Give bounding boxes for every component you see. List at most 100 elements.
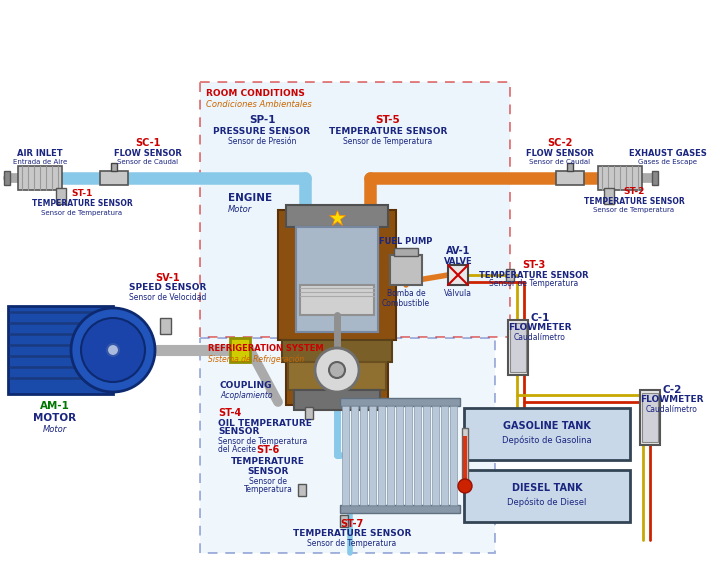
Text: AM-1: AM-1 xyxy=(40,401,70,411)
Bar xyxy=(378,406,385,505)
Polygon shape xyxy=(278,210,396,405)
Bar xyxy=(340,505,460,513)
Text: DIESEL TANK: DIESEL TANK xyxy=(512,483,582,493)
Bar xyxy=(8,306,113,394)
Text: Sensor de Temperatura: Sensor de Temperatura xyxy=(489,280,578,288)
Text: Sensor de Temperatura: Sensor de Temperatura xyxy=(307,538,397,548)
Bar xyxy=(464,408,630,460)
Text: Sensor de: Sensor de xyxy=(249,477,287,485)
Bar xyxy=(642,393,658,442)
Text: AV-1: AV-1 xyxy=(446,246,470,256)
Bar xyxy=(423,406,430,505)
Bar xyxy=(18,166,62,190)
Text: ROOM CONDITIONS: ROOM CONDITIONS xyxy=(206,89,305,98)
Text: Temperatura: Temperatura xyxy=(244,485,292,495)
Bar xyxy=(300,285,374,315)
Bar xyxy=(450,406,457,505)
Text: GASOLINE TANK: GASOLINE TANK xyxy=(503,421,591,431)
Text: SC-1: SC-1 xyxy=(135,138,161,148)
Text: FLOW SENSOR: FLOW SENSOR xyxy=(526,148,594,158)
Text: Caudalímetro: Caudalímetro xyxy=(646,405,698,415)
Circle shape xyxy=(458,479,472,493)
Text: Sensor de Temperatura: Sensor de Temperatura xyxy=(218,436,307,446)
Bar xyxy=(56,188,66,204)
Text: ST-3: ST-3 xyxy=(523,260,546,270)
Circle shape xyxy=(81,318,145,382)
Bar xyxy=(396,406,403,505)
Text: SP-1: SP-1 xyxy=(249,115,275,125)
Text: OIL TEMPERATURE: OIL TEMPERATURE xyxy=(218,419,312,427)
Text: Sensor de Temperatura: Sensor de Temperatura xyxy=(41,210,123,216)
Text: MOTOR: MOTOR xyxy=(33,413,77,423)
Bar xyxy=(160,318,171,334)
Bar xyxy=(441,406,448,505)
Circle shape xyxy=(329,362,345,378)
Text: ST-1: ST-1 xyxy=(72,189,93,199)
Text: Sensor de Temperatura: Sensor de Temperatura xyxy=(594,207,675,213)
Bar xyxy=(448,265,468,285)
Bar xyxy=(432,406,439,505)
Bar xyxy=(200,338,495,553)
Text: Motor: Motor xyxy=(228,204,252,214)
Bar xyxy=(342,406,349,505)
Bar xyxy=(390,255,422,285)
Text: Entrada de Aire: Entrada de Aire xyxy=(13,159,67,165)
Text: Sensor de Velocidad: Sensor de Velocidad xyxy=(129,294,207,303)
Text: COUPLING: COUPLING xyxy=(220,381,273,390)
Text: SPEED SENSOR: SPEED SENSOR xyxy=(129,283,207,293)
Text: C-2: C-2 xyxy=(662,385,682,395)
Text: TEMPERATURE SENSOR: TEMPERATURE SENSOR xyxy=(329,127,448,135)
Text: Sensor de Presión: Sensor de Presión xyxy=(228,137,296,145)
Text: TEMPERATURE SENSOR: TEMPERATURE SENSOR xyxy=(293,530,411,538)
Text: FLOWMETER: FLOWMETER xyxy=(641,395,703,405)
Text: Sensor de Temperatura: Sensor de Temperatura xyxy=(343,137,432,145)
Text: Depósito de Gasolina: Depósito de Gasolina xyxy=(502,435,592,445)
Text: Motor: Motor xyxy=(43,425,67,433)
Text: TEMPERATURE SENSOR: TEMPERATURE SENSOR xyxy=(479,270,589,280)
Bar xyxy=(111,163,117,171)
Bar xyxy=(598,166,642,190)
Bar xyxy=(100,171,128,185)
Bar xyxy=(510,323,526,372)
Bar xyxy=(230,338,250,362)
Bar xyxy=(369,406,376,505)
Bar xyxy=(360,406,367,505)
Text: EXHAUST GASES: EXHAUST GASES xyxy=(629,148,707,158)
Text: ST-4: ST-4 xyxy=(218,408,241,418)
Text: AIR INLET: AIR INLET xyxy=(17,148,63,158)
Bar xyxy=(463,436,467,484)
Text: SV-1: SV-1 xyxy=(155,273,180,283)
Circle shape xyxy=(315,348,359,392)
Text: Sistema de Refrigeración: Sistema de Refrigeración xyxy=(208,354,304,363)
Bar xyxy=(414,406,421,505)
Bar xyxy=(351,406,358,505)
Text: ST-2: ST-2 xyxy=(623,186,645,196)
Text: ST-5: ST-5 xyxy=(376,115,401,125)
Text: Caudalímetro: Caudalímetro xyxy=(514,333,566,342)
Text: Depósito de Diesel: Depósito de Diesel xyxy=(508,497,586,507)
Text: REFRIGERATION SYSTEM: REFRIGERATION SYSTEM xyxy=(208,344,324,353)
Bar xyxy=(305,407,313,419)
Circle shape xyxy=(107,344,119,356)
Text: ENGINE: ENGINE xyxy=(228,193,272,203)
Bar xyxy=(340,398,460,406)
Bar xyxy=(567,163,573,171)
Bar xyxy=(464,470,630,522)
Bar xyxy=(508,320,528,375)
Text: Bomba de: Bomba de xyxy=(387,290,425,298)
Bar xyxy=(4,171,10,185)
Bar xyxy=(286,205,388,227)
Bar xyxy=(506,269,514,281)
Bar xyxy=(298,484,306,496)
Text: VALVE: VALVE xyxy=(444,256,472,266)
Text: TEMPERATURE SENSOR: TEMPERATURE SENSOR xyxy=(32,200,132,208)
Text: Sensor de Caudal: Sensor de Caudal xyxy=(117,159,179,165)
Text: ST-6: ST-6 xyxy=(257,445,280,455)
Bar xyxy=(387,406,394,505)
Text: SC-2: SC-2 xyxy=(547,138,573,148)
Text: FLOWMETER: FLOWMETER xyxy=(508,324,572,332)
Text: Combustible: Combustible xyxy=(382,298,430,308)
Bar xyxy=(405,406,412,505)
Bar xyxy=(394,248,418,256)
Text: FUEL PUMP: FUEL PUMP xyxy=(380,237,432,245)
